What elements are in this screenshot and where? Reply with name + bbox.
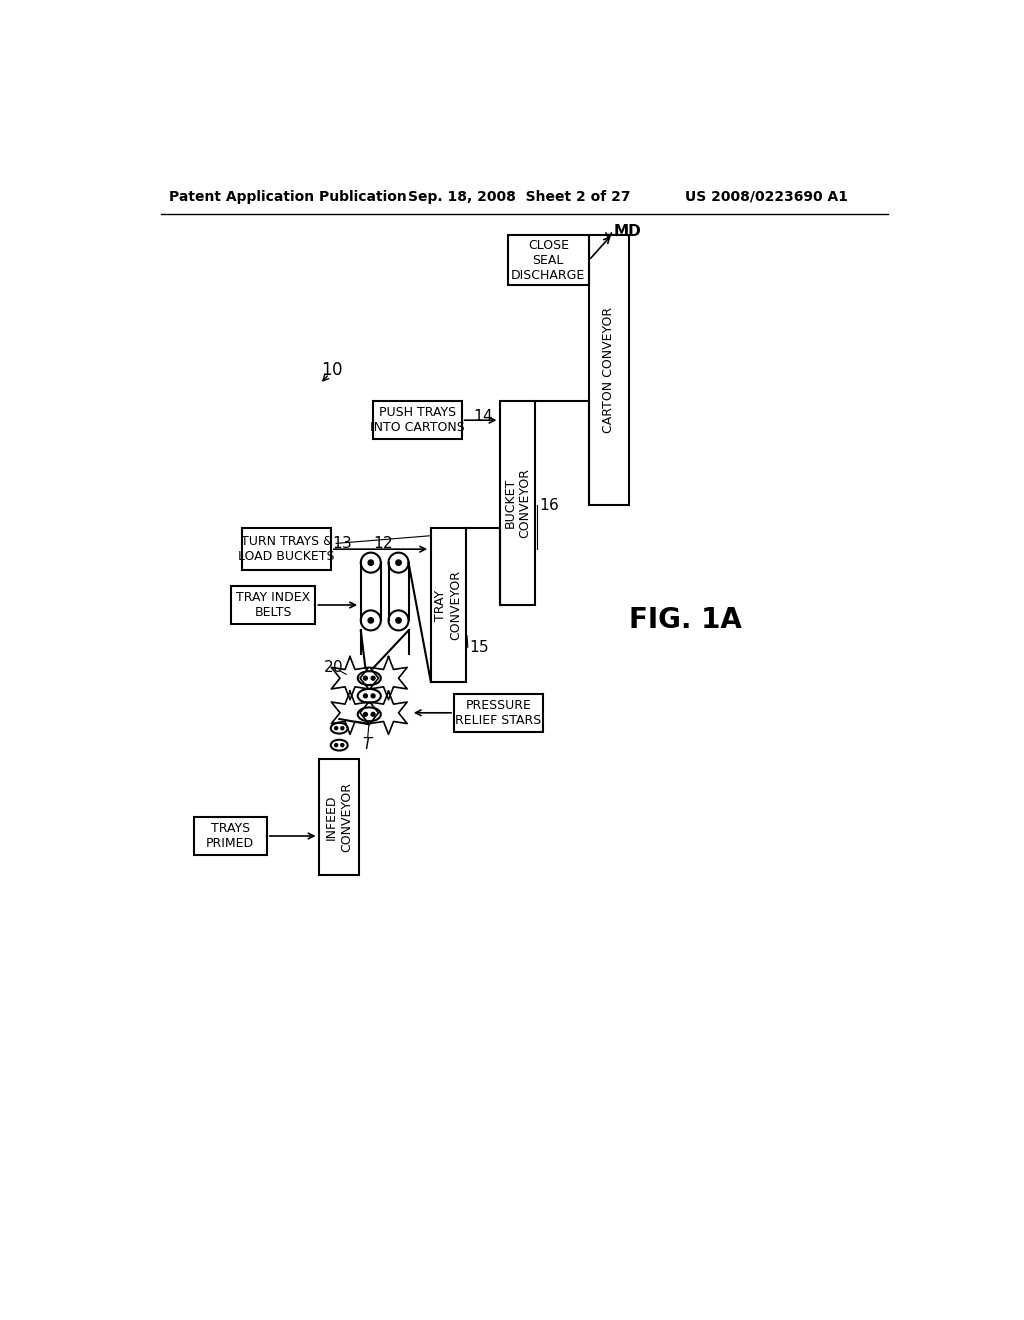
Text: $\it{T}$: $\it{T}$ xyxy=(361,735,374,751)
Text: CARTON CONVEYOR: CARTON CONVEYOR xyxy=(602,308,615,433)
Text: CLOSE
SEAL
DISCHARGE: CLOSE SEAL DISCHARGE xyxy=(511,239,586,282)
Circle shape xyxy=(368,560,374,565)
Text: FIG. 1A: FIG. 1A xyxy=(629,606,741,635)
Text: MD: MD xyxy=(613,224,641,239)
Bar xyxy=(500,401,535,605)
Bar xyxy=(508,235,589,285)
Text: $\it{13}$: $\it{13}$ xyxy=(333,536,352,552)
Bar xyxy=(194,817,267,855)
Bar xyxy=(431,528,466,682)
Text: PRESSURE
RELIEF STARS: PRESSURE RELIEF STARS xyxy=(455,698,542,727)
Text: $\it{10}$: $\it{10}$ xyxy=(322,362,343,379)
Circle shape xyxy=(364,676,368,680)
Text: US 2008/0223690 A1: US 2008/0223690 A1 xyxy=(685,190,848,203)
Bar xyxy=(319,759,359,875)
Text: $\it{15}$: $\it{15}$ xyxy=(469,639,489,655)
Text: INFEED
CONVEYOR: INFEED CONVEYOR xyxy=(326,781,353,851)
Bar xyxy=(230,586,315,624)
Text: BUCKET
CONVEYOR: BUCKET CONVEYOR xyxy=(504,469,531,539)
Text: TURN TRAYS &
LOAD BUCKETS: TURN TRAYS & LOAD BUCKETS xyxy=(239,535,335,564)
Text: TRAY INDEX
BELTS: TRAY INDEX BELTS xyxy=(236,591,310,619)
Text: $\it{14}$: $\it{14}$ xyxy=(473,408,494,424)
Bar xyxy=(243,528,331,570)
Text: $\it{12}$: $\it{12}$ xyxy=(373,536,393,552)
Text: $\it{20}$: $\it{20}$ xyxy=(323,659,343,675)
Text: PUSH TRAYS
INTO CARTONS: PUSH TRAYS INTO CARTONS xyxy=(370,407,465,434)
Circle shape xyxy=(335,743,338,747)
Circle shape xyxy=(371,713,375,717)
Text: TRAY
CONVEYOR: TRAY CONVEYOR xyxy=(434,570,462,640)
Text: Sep. 18, 2008  Sheet 2 of 27: Sep. 18, 2008 Sheet 2 of 27 xyxy=(408,190,630,203)
Text: Patent Application Publication: Patent Application Publication xyxy=(169,190,407,203)
Circle shape xyxy=(396,560,401,565)
Circle shape xyxy=(371,694,375,698)
Bar xyxy=(454,693,543,733)
Text: TRAYS
PRIMED: TRAYS PRIMED xyxy=(206,822,254,850)
Bar xyxy=(589,235,629,506)
Circle shape xyxy=(341,726,344,730)
Circle shape xyxy=(341,743,344,747)
Circle shape xyxy=(371,676,375,680)
Text: $\it{16}$: $\it{16}$ xyxy=(539,496,559,513)
Circle shape xyxy=(396,618,401,623)
Circle shape xyxy=(368,618,374,623)
Circle shape xyxy=(335,726,338,730)
Circle shape xyxy=(364,694,368,698)
Bar xyxy=(373,401,462,440)
Circle shape xyxy=(364,713,368,717)
